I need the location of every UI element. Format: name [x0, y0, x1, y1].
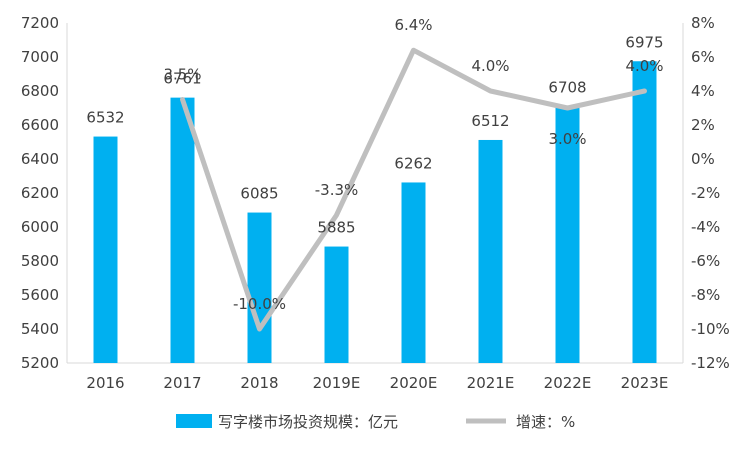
- bar: [401, 182, 426, 363]
- bar: [247, 212, 272, 363]
- bar-value-label: 6512: [471, 112, 509, 130]
- bar: [324, 246, 349, 363]
- bar: [632, 61, 657, 363]
- y-left-tick-label: 6600: [21, 116, 59, 134]
- y-right-tick-label: -6%: [691, 252, 720, 270]
- y-right-tick-label: 6%: [691, 48, 715, 66]
- bar-data-labels: 6532 6761 6085 5885 6262 6512 6708 6975: [86, 33, 663, 236]
- y-left-tick-label: 5600: [21, 286, 59, 304]
- x-tick-label: 2020E: [390, 374, 438, 392]
- line-value-label: -3.3%: [315, 181, 359, 199]
- x-tick-label: 2017: [163, 374, 201, 392]
- bar: [93, 136, 118, 363]
- line-value-label: 6.4%: [394, 16, 432, 34]
- bar: [555, 106, 580, 363]
- bar: [170, 97, 195, 363]
- y-left-tick-label: 5200: [21, 354, 59, 372]
- bar-value-label: 6085: [240, 185, 278, 203]
- axes: 5200 5400 5600 5800 6000 6200 6400 6600 6800 7000…: [21, 14, 730, 392]
- x-tick-label: 2023E: [621, 374, 669, 392]
- y-right-tick-label: 0%: [691, 150, 715, 168]
- y-left-tick-label: 7200: [21, 14, 59, 32]
- bar-value-label: 6708: [548, 79, 586, 97]
- bar: [478, 139, 503, 363]
- legend: 写字楼市场投资规模：亿元 增速：%: [176, 413, 575, 431]
- y-right-tick-label: -10%: [691, 320, 730, 338]
- y-right-tick-label: -4%: [691, 218, 720, 236]
- y-right-tick-label: -12%: [691, 354, 730, 372]
- y-left-tick-label: 7000: [21, 48, 59, 66]
- y-left-tick-label: 6800: [21, 82, 59, 100]
- line-data-labels: 3.5% -10.0% -3.3% 6.4% 4.0% 3.0% 4.0%: [163, 16, 663, 313]
- line-value-label: 3.0%: [548, 130, 586, 148]
- legend-bar-swatch: [176, 414, 212, 428]
- bar-value-label: 6262: [394, 154, 432, 172]
- y-left-tick-label: 6400: [21, 150, 59, 168]
- bar-value-label: 6532: [86, 109, 124, 127]
- y-left-tick-label: 5400: [21, 320, 59, 338]
- x-tick-label: 2018: [240, 374, 278, 392]
- line-value-label: -10.0%: [233, 295, 286, 313]
- y-left-tick-label: 5800: [21, 252, 59, 270]
- y-left-tick-label: 6200: [21, 184, 59, 202]
- y-right-tick-label: -8%: [691, 286, 720, 304]
- y-right-tick-label: 2%: [691, 116, 715, 134]
- x-tick-label: 2019E: [313, 374, 361, 392]
- x-tick-label: 2022E: [544, 374, 592, 392]
- x-tick-label: 2016: [86, 374, 124, 392]
- bar-value-label: 6975: [625, 33, 663, 51]
- line-value-label: 4.0%: [471, 57, 509, 75]
- line-value-label: 4.0%: [625, 57, 663, 75]
- legend-line-label: 增速：%: [516, 413, 575, 431]
- y-right-tick-label: 8%: [691, 14, 715, 32]
- x-tick-label: 2021E: [467, 374, 515, 392]
- bar-value-label: 6761: [163, 70, 201, 88]
- bar-value-label: 5885: [317, 219, 355, 237]
- y-left-tick-label: 6000: [21, 218, 59, 236]
- legend-bar-label: 写字楼市场投资规模：亿元: [218, 413, 398, 431]
- y-right-tick-label: -2%: [691, 184, 720, 202]
- y-right-tick-label: 4%: [691, 82, 715, 100]
- line-series: [180, 47, 647, 332]
- bar-series: [93, 61, 657, 363]
- line-value-label: 3.5%: [163, 66, 201, 84]
